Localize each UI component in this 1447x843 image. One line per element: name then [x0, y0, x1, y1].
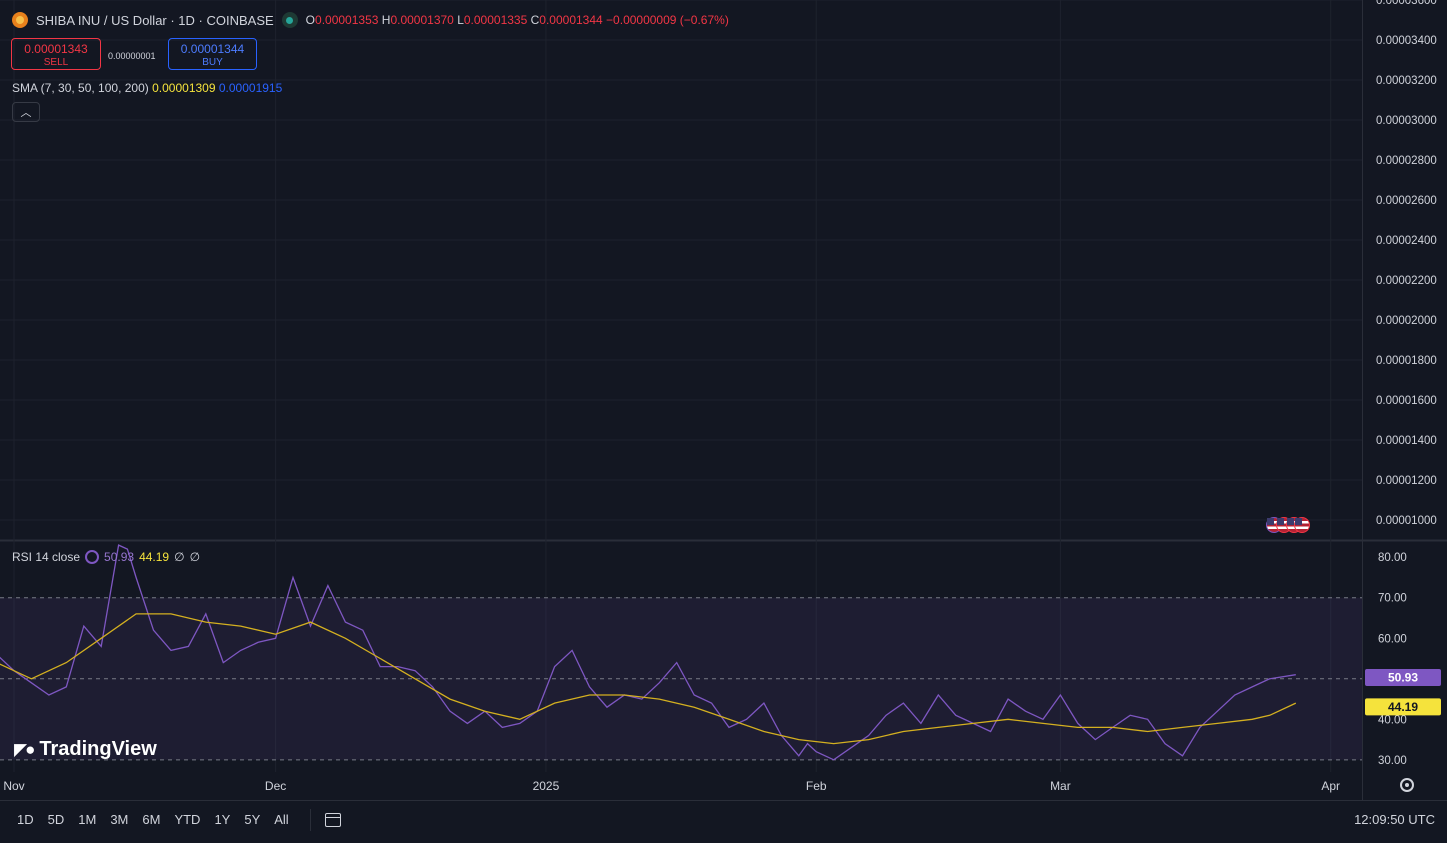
price-tick-label: 0.00001000 [1376, 515, 1437, 527]
buy-label: BUY [202, 57, 223, 68]
range-button-5d[interactable]: 5D [47, 812, 65, 827]
price-tick-label: 0.00001600 [1376, 395, 1437, 407]
buy-price: 0.00001344 [180, 42, 245, 56]
sell-label: SELL [43, 57, 69, 68]
close-value: 0.00001344 [539, 13, 603, 27]
bottom-toolbar: 1D 5D 1M 3M 6M YTD 1Y 5Y All 12:09:50 UTC [0, 800, 1447, 838]
sell-price: 0.00001343 [24, 42, 88, 56]
x-tick-label: Feb [806, 779, 827, 793]
sma-label: SMA (7, 30, 50, 100, 200) [12, 81, 149, 95]
price-tick-label: 0.00001800 [1376, 355, 1437, 367]
price-tick-label: 0.00003600 [1376, 0, 1437, 7]
rsi-label: RSI 14 close [12, 550, 81, 564]
range-button-3m[interactable]: 3M [110, 812, 129, 827]
x-tick-label: Mar [1050, 779, 1071, 793]
rsi-ma-line[interactable] [0, 613, 1297, 745]
sma-legend[interactable]: SMA (7, 30, 50, 100, 200) 0.00001309 0.0… [12, 81, 282, 95]
price-tick-label: 0.00001400 [1376, 435, 1437, 447]
price-tick-label: 0.00001200 [1376, 475, 1437, 487]
tradingview-mark-icon: ◤● [14, 739, 35, 759]
open-label: O [305, 13, 316, 27]
symbol-header: SHIBA INU / US Dollar · 1D · COINBASE O0… [12, 12, 729, 28]
range-button-1m[interactable]: 1M [78, 812, 97, 827]
close-label: C [530, 13, 540, 27]
rsi-legend[interactable]: RSI 14 close 50.93 44.19 ∅ ∅ [12, 550, 200, 564]
price-tick-label: 0.00002000 [1376, 315, 1437, 327]
symbol-title[interactable]: SHIBA INU / US Dollar · 1D · COINBASE [36, 12, 274, 28]
range-button-ytd[interactable]: YTD [174, 812, 201, 827]
price-pane[interactable] [0, 0, 1362, 540]
rsi-value-badge-text: 50.93 [1388, 671, 1418, 685]
market-status-icon[interactable] [281, 12, 298, 28]
chevron-up-icon: ︿ [20, 107, 32, 119]
rsi-extra-2: ∅ [189, 550, 201, 564]
economic-events[interactable] [1266, 517, 1310, 535]
open-value: 0.00001353 [315, 13, 379, 27]
gear-icon[interactable] [1400, 778, 1414, 792]
toolbar-divider [309, 808, 311, 831]
price-tick-label: 0.00003400 [1376, 35, 1437, 47]
range-button-1y[interactable]: 1Y [214, 812, 231, 827]
x-tick-label: Apr [1321, 779, 1340, 793]
time-range-buttons: 1D 5D 1M 3M 6M YTD 1Y 5Y All [10, 812, 296, 827]
change-value: −0.00000009 (−0.67%) [606, 13, 729, 27]
rsi-ma-value-badge[interactable] [1365, 698, 1441, 716]
range-button-all[interactable]: All [274, 812, 289, 827]
high-label: H [381, 13, 391, 27]
range-button-1d[interactable]: 1D [17, 812, 34, 827]
range-button-6m[interactable]: 6M [142, 812, 161, 827]
rsi-tick-label: 60.00 [1378, 633, 1407, 645]
low-value: 0.00001335 [463, 13, 528, 27]
high-value: 0.00001370 [390, 13, 454, 27]
price-tick-label: 0.00003000 [1376, 115, 1437, 127]
ohlc-readout: O0.00001353 H0.00001370 L0.00001335 C0.0… [306, 13, 729, 27]
clock[interactable]: 12:09:50 UTC [1354, 812, 1435, 827]
rsi-tick-label: 70.00 [1378, 593, 1407, 605]
sma-short-value: 0.00001309 [152, 81, 216, 95]
rsi-value: 50.93 [104, 550, 135, 564]
collapse-legend-button[interactable]: ︿ [12, 102, 40, 122]
price-tick-label: 0.00002800 [1376, 155, 1437, 167]
tradingview-logo[interactable]: ◤● TradingView [14, 738, 157, 761]
range-button-5y[interactable]: 5Y [244, 812, 261, 827]
rsi-ma-value: 44.19 [139, 550, 170, 564]
x-tick-label: 2025 [533, 779, 560, 793]
rsi-ma-value-badge-text: 44.19 [1388, 700, 1418, 714]
rsi-settings-icon[interactable] [85, 550, 100, 564]
rsi-tick-label: 40.00 [1378, 714, 1407, 726]
calendar-icon[interactable] [324, 812, 341, 827]
rsi-tick-label: 80.00 [1378, 552, 1407, 564]
tradingview-wordmark: TradingView [39, 738, 157, 760]
price-tick-label: 0.00002600 [1376, 195, 1437, 207]
x-tick-label: Nov [3, 779, 24, 793]
rsi-extra-1: ∅ [174, 550, 185, 564]
us-flag-icon[interactable] [1294, 517, 1310, 533]
low-label: L [457, 13, 464, 27]
rsi-tick-label: 30.00 [1378, 755, 1407, 767]
price-tick-label: 0.00002400 [1376, 235, 1437, 247]
price-tick-label: 0.00003200 [1376, 75, 1437, 87]
shiba-logo-icon [12, 12, 28, 28]
buy-button[interactable]: 0.00001344 BUY [168, 38, 257, 70]
spread-value: 0.00000001 [108, 51, 156, 61]
rsi-line[interactable] [0, 544, 1296, 761]
price-tick-label: 0.00002200 [1376, 275, 1437, 287]
sma-long-value: 0.00001915 [218, 81, 283, 95]
rsi-pane[interactable] [0, 541, 1362, 772]
x-tick-label: Dec [265, 779, 286, 793]
rsi-value-badge[interactable] [1365, 669, 1441, 687]
sell-button[interactable]: 0.00001343 SELL [11, 38, 101, 70]
